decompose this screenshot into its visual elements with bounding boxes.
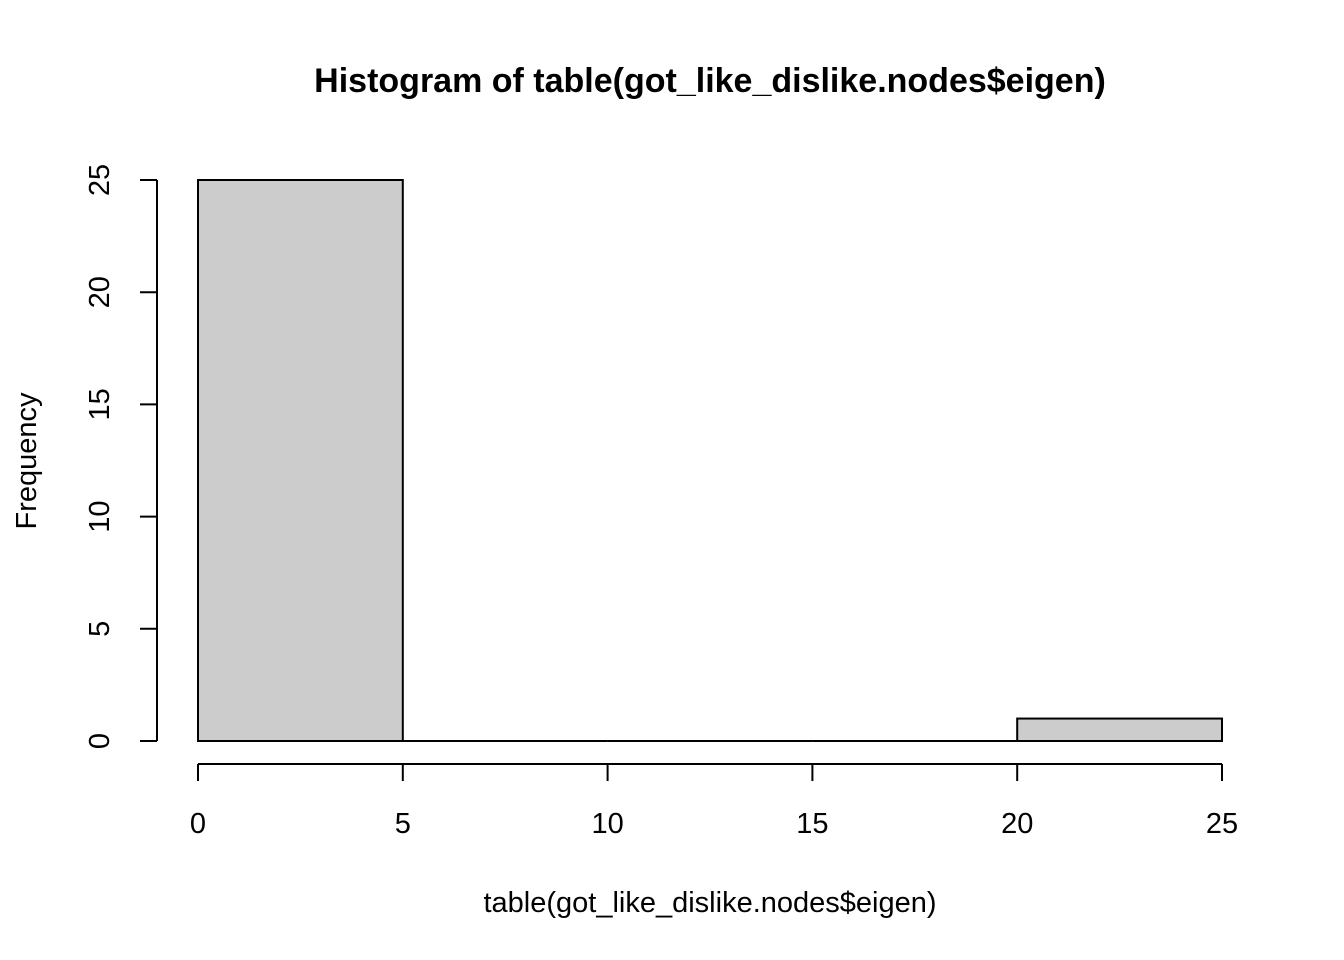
y-tick-label: 0 <box>84 733 116 749</box>
bars-group <box>197 179 1224 742</box>
y-tick-label: 20 <box>84 276 116 308</box>
y-axis: 0 5 10 15 20 25 <box>84 164 158 749</box>
x-tick-label: 10 <box>591 808 623 840</box>
histogram-bar <box>197 179 404 742</box>
x-tick-label: 20 <box>1001 808 1033 840</box>
y-tick-label: 25 <box>84 164 116 196</box>
histogram-bar <box>1016 717 1224 742</box>
x-axis-label: table(got_like_dislike.nodes$eigen) <box>483 887 936 919</box>
y-tick-label: 15 <box>84 388 116 420</box>
x-tick-label: 0 <box>190 808 206 840</box>
y-axis-label: Frequency <box>11 392 43 530</box>
x-tick-label: 25 <box>1206 808 1238 840</box>
x-tick-label: 15 <box>796 808 828 840</box>
x-axis: 0 5 10 15 20 25 <box>190 763 1238 840</box>
y-tick-label: 5 <box>84 621 116 637</box>
chart-title: Histogram of table(got_like_dislike.node… <box>314 62 1106 100</box>
x-tick-label: 5 <box>395 808 411 840</box>
y-tick-label: 10 <box>84 500 116 532</box>
